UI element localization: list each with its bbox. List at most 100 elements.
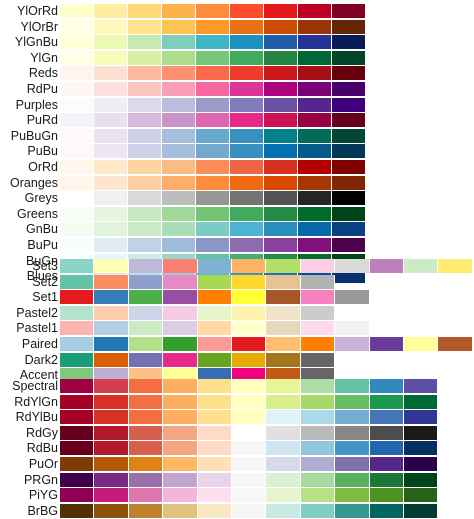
- color-swatch: [197, 321, 232, 336]
- color-swatch: [264, 191, 298, 206]
- palette-label: Greens: [17, 206, 58, 221]
- color-swatch: [162, 50, 196, 65]
- palette-row-gnbu: GnBu: [0, 222, 474, 237]
- color-swatch: [266, 394, 301, 409]
- color-swatch: [300, 379, 336, 393]
- color-swatch: [94, 305, 129, 320]
- palette-label: Accent: [19, 368, 58, 383]
- color-swatch: [60, 50, 94, 65]
- color-swatch: [94, 259, 129, 273]
- color-swatch: [60, 191, 94, 206]
- color-swatch: [300, 321, 336, 336]
- color-swatch: [232, 305, 267, 320]
- color-swatch: [332, 35, 366, 50]
- color-swatch: [60, 274, 95, 289]
- color-swatch: [60, 457, 95, 471]
- palette-row-rdbu: RdBu: [0, 441, 474, 456]
- color-swatch: [298, 222, 332, 237]
- color-swatch: [94, 425, 129, 440]
- palette-row-rdylgn: RdYlGn: [0, 394, 474, 410]
- color-swatch: [266, 441, 301, 456]
- color-swatch: [128, 175, 162, 190]
- color-swatch: [197, 290, 232, 305]
- color-swatch: [94, 379, 129, 393]
- color-swatch: [128, 259, 164, 273]
- color-swatch: [404, 337, 439, 351]
- color-swatch: [94, 19, 128, 34]
- color-swatch: [60, 305, 95, 320]
- color-swatch: [163, 368, 198, 383]
- palette-label: PRGn: [23, 472, 58, 487]
- color-swatch: [128, 488, 164, 503]
- palette-row-pubu: PuBu: [0, 144, 474, 159]
- color-swatch: [298, 97, 332, 112]
- palette-label: Purples: [15, 97, 58, 112]
- color-swatch: [163, 274, 198, 289]
- color-swatch: [94, 4, 128, 18]
- color-swatch: [438, 259, 473, 273]
- color-swatch: [335, 321, 370, 336]
- color-swatch: [230, 206, 264, 221]
- color-swatch: [128, 66, 162, 81]
- color-swatch: [335, 259, 370, 273]
- color-swatch: [162, 113, 196, 128]
- color-swatch: [197, 488, 232, 503]
- color-swatch: [232, 472, 267, 487]
- color-swatch: [264, 206, 298, 221]
- palette-row-rdgy: RdGy: [0, 425, 474, 441]
- color-swatch: [94, 35, 128, 50]
- color-swatch: [298, 191, 332, 206]
- color-swatch: [94, 352, 129, 367]
- color-swatch: [128, 35, 162, 50]
- color-swatch: [404, 394, 439, 409]
- color-swatch: [60, 425, 95, 440]
- color-swatch: [196, 222, 230, 237]
- color-swatch: [332, 128, 366, 143]
- color-swatch: [404, 259, 439, 273]
- color-swatch: [230, 19, 264, 34]
- palette-row-reds: Reds: [0, 66, 474, 81]
- color-swatch: [128, 305, 164, 320]
- color-swatch: [163, 337, 198, 351]
- color-swatch: [196, 97, 230, 112]
- palette-row-piyg: PiYG: [0, 488, 474, 503]
- palette-row-accent: Accent: [0, 368, 474, 383]
- color-swatch: [128, 394, 164, 409]
- color-swatch: [128, 337, 164, 351]
- color-swatch: [404, 472, 439, 487]
- color-swatch: [162, 191, 196, 206]
- color-swatch: [162, 66, 196, 81]
- palette-label: RdGy: [26, 425, 58, 440]
- color-swatch: [230, 238, 264, 252]
- color-swatch: [332, 222, 366, 237]
- color-swatch: [369, 425, 404, 440]
- color-swatch: [230, 175, 264, 190]
- color-swatch: [369, 410, 404, 425]
- color-swatch: [162, 35, 196, 50]
- color-swatch: [128, 144, 162, 159]
- color-swatch: [196, 144, 230, 159]
- color-swatch: [266, 472, 301, 487]
- color-swatch: [163, 259, 198, 273]
- color-swatch: [230, 50, 264, 65]
- color-swatch: [266, 274, 301, 289]
- color-swatch: [332, 238, 366, 252]
- palette-label: Paired: [21, 337, 58, 351]
- palette-row-puor: PuOr: [0, 457, 474, 472]
- color-swatch: [60, 175, 94, 190]
- palette-row-greys: Greys: [0, 191, 474, 206]
- palette-row-pastel2: Pastel2: [0, 305, 474, 321]
- color-swatch: [332, 19, 366, 34]
- color-swatch: [162, 97, 196, 112]
- color-swatch: [232, 425, 267, 440]
- color-swatch: [197, 441, 232, 456]
- color-swatch: [94, 50, 128, 65]
- color-palette-panel: YlOrRd YlOrBr YlGnBu YlGn Reds RdPu Purples PuR…: [0, 4, 474, 518]
- color-swatch: [162, 144, 196, 159]
- color-swatch: [300, 259, 336, 273]
- color-swatch: [404, 457, 439, 471]
- color-swatch: [232, 379, 267, 393]
- color-swatch: [369, 441, 404, 456]
- color-swatch: [196, 238, 230, 252]
- color-swatch: [162, 160, 196, 174]
